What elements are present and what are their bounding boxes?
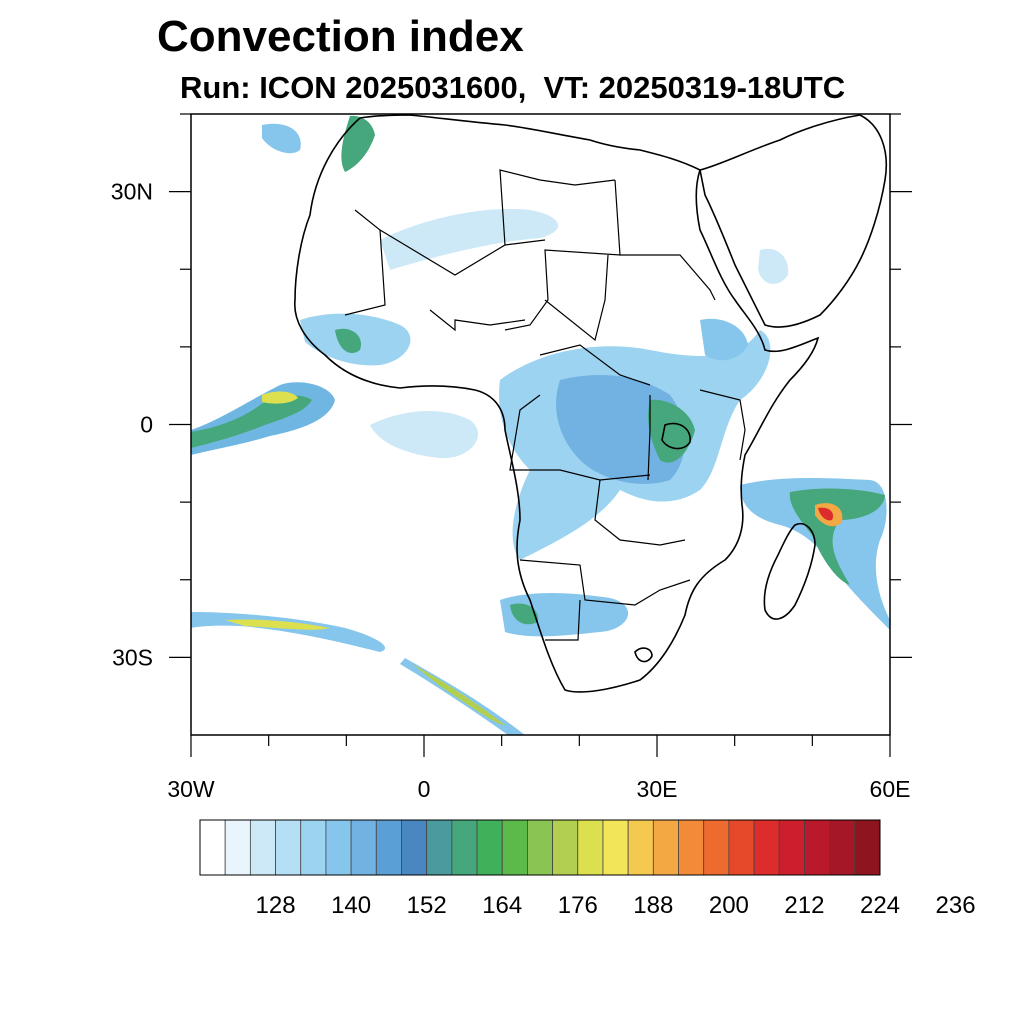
colorbar-swatch — [854, 819, 881, 876]
colorbar-label: 212 — [784, 892, 824, 919]
colorbar-label: 188 — [633, 892, 673, 919]
convection-atlantic-peak — [262, 391, 298, 404]
colorbar-swatch — [804, 819, 831, 876]
colorbar-label: 236 — [936, 892, 976, 919]
axis-labels: 30W 0 30E 60E 30N 0 30S — [111, 179, 911, 802]
border-3 — [499, 169, 616, 246]
colorbar-swatch — [401, 819, 428, 876]
border-11 — [545, 599, 581, 641]
border-2 — [379, 229, 546, 276]
colorbar-swatch — [527, 819, 553, 876]
convection-atlantic-core — [191, 395, 312, 448]
colorbar-swatch — [728, 819, 755, 876]
colorbar-label: 176 — [558, 892, 598, 919]
colorbar-swatch — [224, 819, 251, 876]
lesotho — [634, 647, 653, 663]
colorbar-swatch — [476, 819, 503, 876]
colorbar-label: 224 — [860, 892, 900, 919]
coastlines — [294, 114, 887, 693]
colorbar-swatch — [652, 819, 679, 876]
chart-title: Convection index — [157, 12, 524, 61]
convection-southern-africa-core — [510, 603, 539, 625]
colorbar-label: 200 — [709, 892, 749, 919]
colorbar-swatch — [375, 819, 402, 876]
lon-tick-label: 0 — [418, 776, 431, 802]
border-12 — [647, 395, 651, 481]
madagascar-outline — [763, 523, 816, 620]
convection-sahara — [380, 209, 559, 270]
border-7 — [429, 309, 526, 332]
arabia-outline — [699, 114, 887, 328]
convection-morocco — [341, 115, 375, 172]
colorbar-swatch — [552, 819, 579, 876]
convection-southwest-core — [412, 664, 505, 726]
border-4 — [504, 179, 621, 331]
colorbar-label: 140 — [331, 892, 371, 919]
convection-north-atlantic — [262, 123, 301, 154]
colorbar-swatch — [426, 819, 453, 876]
colorbar-swatch — [577, 819, 604, 876]
lat-tick-label: 30S — [112, 644, 153, 670]
lon-tick-label: 60E — [870, 776, 911, 802]
border-1 — [344, 209, 386, 316]
convection-east-africa — [700, 318, 748, 361]
border-6 — [544, 254, 609, 342]
border-9 — [594, 479, 686, 546]
convection-west-africa-core — [335, 328, 361, 354]
africa-outline — [294, 114, 820, 693]
lon-tick-label: 30W — [167, 776, 215, 802]
colorbar-labels: 128 140 152 164 176 188 200 212 224 236 — [256, 892, 976, 919]
colorbar-swatch — [778, 819, 805, 876]
colorbar-swatch — [829, 819, 856, 876]
chart-subtitle: Run: ICON 2025031600, VT: 20250319-18UTC — [180, 70, 846, 105]
colorbar-swatch — [627, 819, 654, 876]
colorbar-swatch — [753, 819, 780, 876]
axis-ticks — [169, 113, 912, 757]
colorbar-swatch — [350, 819, 377, 876]
colorbar-label: 128 — [256, 892, 296, 919]
border-10 — [519, 559, 691, 606]
border-14 — [539, 344, 651, 386]
convection-arabia — [758, 248, 789, 284]
convection-field — [191, 115, 890, 735]
colorbar-swatch — [703, 819, 730, 876]
colorbar-swatch — [325, 819, 352, 876]
convection-indian-ocean-mid — [789, 488, 885, 585]
colorbar-swatch — [678, 819, 705, 876]
colorbar-swatch — [199, 819, 226, 876]
colorbar — [199, 819, 881, 876]
colorbar-swatch — [300, 819, 327, 876]
country-borders — [344, 169, 746, 641]
convection-south-atlantic-core — [225, 619, 330, 630]
colorbar-swatch — [275, 819, 302, 876]
lake-victoria — [661, 422, 691, 450]
border-5 — [620, 254, 716, 301]
colorbar-label: 152 — [407, 892, 447, 919]
colorbar-swatch — [501, 819, 528, 876]
border-8 — [509, 394, 651, 481]
convection-atlantic-patch — [370, 410, 479, 459]
colorbar-swatch — [602, 819, 629, 876]
convection-indian-ocean-peak — [818, 507, 834, 521]
colorbar-label: 164 — [482, 892, 522, 919]
lon-tick-label: 30E — [637, 776, 678, 802]
lat-tick-label: 0 — [140, 412, 153, 438]
colorbar-swatch — [249, 819, 276, 876]
colorbar-swatch — [451, 819, 478, 876]
colorbar-frame — [199, 819, 881, 876]
lat-tick-label: 30N — [111, 179, 153, 205]
border-13 — [699, 389, 746, 461]
